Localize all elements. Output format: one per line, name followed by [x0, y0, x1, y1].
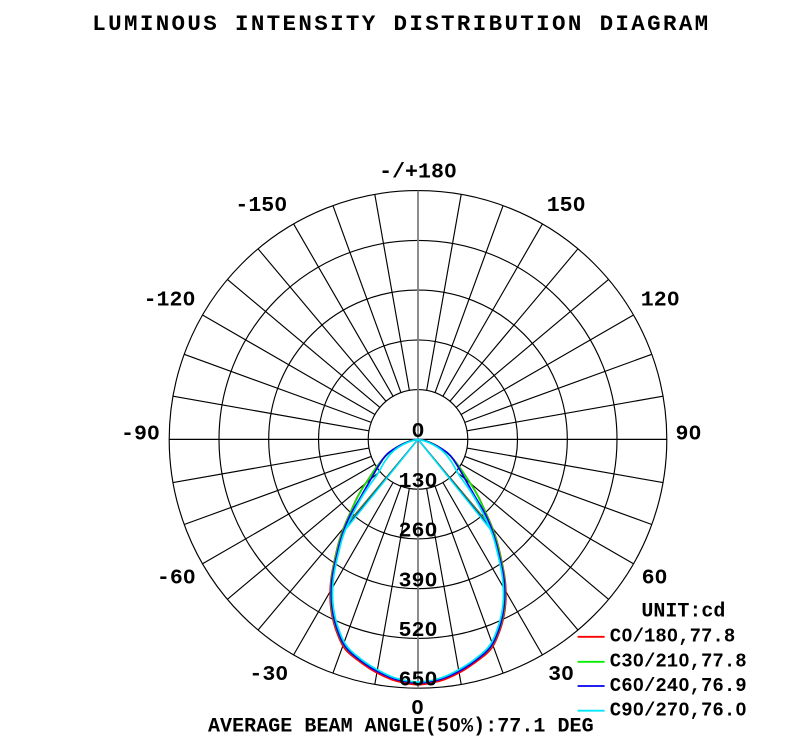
svg-text:-150: -150 — [235, 194, 287, 218]
svg-text:UNIT:cd: UNIT:cd — [641, 601, 725, 624]
svg-text:90: 90 — [676, 423, 702, 447]
svg-text:-120: -120 — [144, 289, 196, 313]
svg-text:-/+180: -/+180 — [379, 161, 457, 185]
svg-text:LUMINOUS INTENSITY DISTRIBUTIO: LUMINOUS INTENSITY DISTRIBUTION DIAGRAM — [92, 11, 710, 37]
svg-text:260: 260 — [398, 519, 437, 544]
svg-text:60: 60 — [642, 567, 668, 591]
svg-text:120: 120 — [641, 289, 680, 313]
svg-text:-90: -90 — [121, 423, 160, 447]
svg-text:AVERAGE BEAM ANGLE(50%):77.1 D: AVERAGE BEAM ANGLE(50%):77.1 DEG — [208, 716, 594, 739]
svg-text:C30/210,77.8: C30/210,77.8 — [610, 651, 747, 673]
svg-text:30: 30 — [548, 663, 574, 687]
svg-text:C90/270,76.0: C90/270,76.0 — [610, 700, 747, 722]
svg-text:-60: -60 — [157, 567, 196, 591]
svg-text:150: 150 — [547, 194, 586, 218]
svg-text:0: 0 — [411, 697, 424, 721]
svg-text:-30: -30 — [249, 663, 288, 687]
svg-text:C60/240,76.9: C60/240,76.9 — [610, 675, 747, 697]
